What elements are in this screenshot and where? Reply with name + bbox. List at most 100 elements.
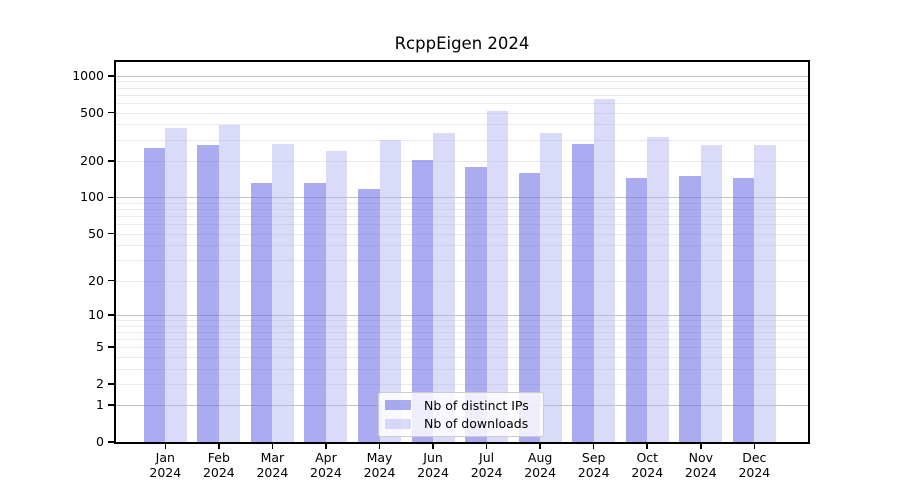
bar-distinct-ips-jun	[411, 160, 434, 442]
x-tick-year-jul: 2024	[470, 465, 503, 480]
y-tick-0	[108, 441, 114, 443]
x-tick-nov	[700, 444, 702, 449]
gridline-minor-800	[116, 87, 808, 89]
y-tick-2	[108, 382, 114, 385]
y-tick-label-500: 500	[80, 104, 104, 120]
y-tick-100	[108, 196, 114, 199]
gridline-minor-40	[116, 245, 808, 247]
x-tick-label-jan: Jan 2024	[138, 450, 192, 480]
y-tick-label-100: 100	[80, 189, 104, 205]
x-tick-year-apr: 2024	[310, 465, 342, 480]
gridline-minor-200	[116, 160, 808, 162]
x-tick-month-oct: Oct	[636, 450, 659, 465]
x-tick-year-mar: 2024	[256, 465, 289, 480]
x-tick-label-oct: Oct 2024	[620, 450, 674, 480]
x-tick-label-may: May 2024	[353, 450, 407, 480]
x-tick-oct	[646, 444, 649, 449]
legend-label-distinct-ips: Nb of distinct IPs	[424, 397, 529, 413]
gridline-minor-20	[116, 280, 808, 282]
x-tick-jan	[164, 444, 167, 449]
x-tick-month-nov: Nov	[688, 450, 713, 465]
gridline-minor-50	[116, 233, 808, 235]
gridline-minor-5	[116, 347, 808, 349]
bar-distinct-ips-jul	[465, 166, 487, 442]
bar-downloads-mar	[272, 144, 294, 442]
y-tick-20	[108, 279, 114, 282]
bar-distinct-ips-nov	[679, 175, 701, 442]
y-tick-label-200: 200	[80, 152, 104, 168]
gridline-minor-30	[116, 260, 808, 262]
x-tick-year-aug: 2024	[524, 465, 557, 480]
x-tick-month-jun: Jun	[423, 450, 443, 465]
gridline-major-1000	[116, 75, 808, 77]
gridline-minor-600	[116, 102, 808, 104]
bar-distinct-ips-jan	[143, 148, 166, 442]
gridline-minor-900	[116, 81, 808, 83]
x-tick-year-may: 2024	[363, 465, 396, 480]
bar-distinct-ips-oct	[625, 177, 648, 442]
x-tick-jun	[432, 444, 434, 449]
gridline-minor-3	[116, 368, 808, 370]
x-tick-label-mar: Mar 2024	[245, 450, 299, 480]
bar-distinct-ips-may	[358, 189, 380, 442]
y-tick-label-1: 1	[96, 397, 104, 413]
bar-downloads-aug	[540, 133, 562, 442]
gridline-minor-6	[116, 338, 808, 340]
gridline-minor-7	[116, 331, 808, 333]
x-tick-month-dec: Dec	[742, 450, 767, 465]
y-tick-50	[108, 232, 114, 235]
bar-downloads-may	[379, 140, 401, 442]
legend-item-downloads: Nb of downloads	[385, 415, 537, 433]
y-tick-5	[108, 346, 114, 348]
y-tick-label-5: 5	[96, 339, 104, 355]
x-tick-year-sep: 2024	[577, 465, 610, 480]
x-tick-year-feb: 2024	[202, 465, 235, 480]
x-tick-apr	[325, 444, 327, 449]
x-tick-label-dec: Dec 2024	[727, 450, 781, 480]
y-tick-1000	[108, 75, 114, 77]
gridline-minor-8	[116, 325, 808, 327]
legend-item-distinct-ips: Nb of distinct IPs	[385, 396, 537, 414]
bar-downloads-sep	[593, 98, 616, 442]
x-tick-jul	[485, 444, 488, 449]
gridline-minor-80	[116, 209, 808, 211]
bar-downloads-dec	[754, 144, 776, 442]
x-tick-label-jul: Jul 2024	[460, 450, 514, 480]
gridline-minor-60	[116, 224, 808, 226]
bar-downloads-nov	[700, 145, 723, 442]
chart-title: RcppEigen 2024	[394, 34, 530, 53]
x-tick-year-oct: 2024	[631, 465, 664, 480]
x-tick-month-may: May	[366, 450, 393, 465]
y-tick-label-0: 0	[96, 434, 104, 449]
bar-distinct-ips-dec	[732, 177, 755, 442]
x-tick-sep	[592, 444, 595, 449]
y-tick-label-1000: 1000	[72, 67, 104, 83]
x-tick-month-aug: Aug	[527, 450, 553, 465]
x-tick-month-mar: Mar	[260, 450, 285, 465]
gridline-minor-70	[116, 216, 808, 218]
x-tick-may	[378, 444, 381, 449]
y-tick-label-50: 50	[88, 225, 104, 241]
legend-label-downloads: Nb of downloads	[424, 416, 529, 432]
gridline-major-100	[116, 197, 808, 199]
gridline-minor-700	[116, 94, 808, 96]
x-tick-year-dec: 2024	[738, 465, 771, 480]
x-tick-month-sep: Sep	[581, 450, 606, 465]
x-tick-aug	[539, 444, 541, 449]
bar-distinct-ips-feb	[197, 145, 219, 442]
x-tick-year-jan: 2024	[149, 465, 182, 480]
x-tick-label-nov: Nov 2024	[674, 450, 728, 480]
x-tick-dec	[753, 444, 756, 449]
plot-area	[114, 60, 810, 444]
bar-distinct-ips-aug	[518, 173, 541, 442]
gridline-minor-9	[116, 319, 808, 321]
bar-downloads-oct	[647, 137, 669, 442]
y-tick-label-10: 10	[88, 306, 104, 322]
gridline-minor-500	[116, 112, 808, 114]
gridline-minor-4	[116, 356, 808, 358]
y-tick-label-20: 20	[88, 272, 104, 288]
y-tick-1	[108, 404, 114, 407]
x-tick-month-jul: Jul	[479, 450, 495, 465]
x-tick-label-feb: Feb 2024	[192, 450, 246, 480]
